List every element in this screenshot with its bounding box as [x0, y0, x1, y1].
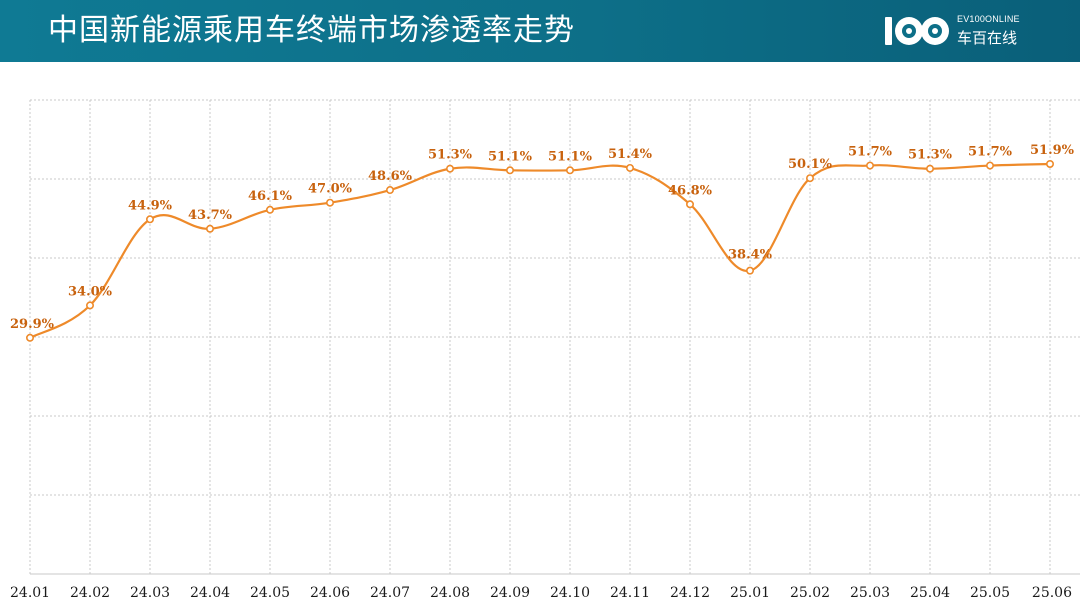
data-point	[865, 161, 874, 170]
data-point	[265, 205, 274, 214]
x-tick-label: 24.09	[490, 585, 530, 601]
x-tick-label: 25.05	[970, 585, 1010, 601]
series-line	[29, 162, 1051, 339]
data-label: 44.9%	[128, 198, 173, 213]
data-point	[505, 166, 514, 175]
logo: EV100ONLINE 车百在线	[885, 12, 1025, 50]
data-point	[685, 200, 694, 209]
data-point	[86, 301, 95, 310]
data-label: 51.1%	[488, 149, 533, 164]
data-label: 38.4%	[728, 248, 773, 263]
data-point	[745, 266, 754, 275]
page-title: 中国新能源乘用车终端市场渗透率走势	[48, 13, 575, 48]
data-label: 47.0%	[308, 182, 353, 197]
data-label: 50.1%	[788, 157, 833, 172]
logo-name-text: 车百在线	[957, 29, 1018, 47]
data-point	[325, 198, 334, 207]
series-line-group	[29, 162, 1051, 339]
data-point	[146, 215, 155, 224]
x-tick-label: 24.10	[550, 585, 590, 601]
x-tick-label: 24.01	[10, 585, 50, 601]
data-point	[925, 164, 934, 173]
x-tick-label: 24.05	[250, 585, 290, 601]
x-tick-label: 24.07	[370, 585, 410, 601]
data-label: 29.9%	[10, 317, 55, 332]
data-label: 51.4%	[608, 147, 653, 162]
data-points	[25, 159, 1055, 342]
x-tick-label: 24.03	[130, 585, 170, 601]
line-chart: 29.9% 34.0% 44.9% 43.7% 46.1% 47.0% 48.6% 51.3%…	[10, 99, 1080, 601]
data-label: 34.0%	[68, 284, 113, 299]
data-label: 51.7%	[848, 145, 893, 160]
data-point	[805, 174, 814, 183]
x-tick-label: 24.08	[430, 585, 470, 601]
ev100-logo-icon	[885, 17, 949, 45]
data-point	[985, 161, 994, 170]
data-point	[1046, 159, 1055, 168]
data-label: 51.9%	[1030, 143, 1075, 158]
data-point	[565, 166, 574, 175]
x-tick-label: 24.02	[70, 585, 110, 601]
x-tick-label: 25.01	[730, 585, 770, 601]
x-tick-label: 25.02	[790, 585, 830, 601]
logo-brand-text: EV100ONLINE	[957, 14, 1020, 24]
header-banner: 中国新能源乘用车终端市场渗透率走势 EV100ONLINE 车百在线	[0, 0, 1080, 62]
data-label: 51.3%	[908, 148, 953, 163]
x-tick-label: 24.06	[310, 585, 350, 601]
data-point	[206, 224, 215, 233]
data-point	[25, 333, 34, 342]
data-point	[385, 186, 394, 195]
data-label: 46.1%	[248, 189, 293, 204]
data-label: 51.3%	[428, 148, 473, 163]
data-point	[445, 164, 454, 173]
data-label: 51.1%	[548, 149, 593, 164]
data-point	[625, 163, 634, 172]
data-label: 43.7%	[188, 208, 233, 223]
x-tick-label: 24.12	[670, 585, 710, 601]
x-tick-label: 25.04	[910, 585, 950, 601]
data-label: 51.7%	[968, 145, 1013, 160]
x-tick-label: 25.06	[1032, 585, 1072, 601]
x-tick-label: 24.04	[190, 585, 230, 601]
data-label: 46.8%	[668, 183, 713, 198]
x-tick-label: 24.11	[610, 585, 650, 601]
x-tick-label: 25.03	[850, 585, 890, 601]
data-label: 48.6%	[368, 169, 413, 184]
x-axis-labels: 24.01 24.02 24.03 24.04 24.05 24.06 24.07 24.08…	[10, 585, 1072, 601]
data-labels: 29.9% 34.0% 44.9% 43.7% 46.1% 47.0% 48.6% 51.3%…	[10, 143, 1075, 332]
